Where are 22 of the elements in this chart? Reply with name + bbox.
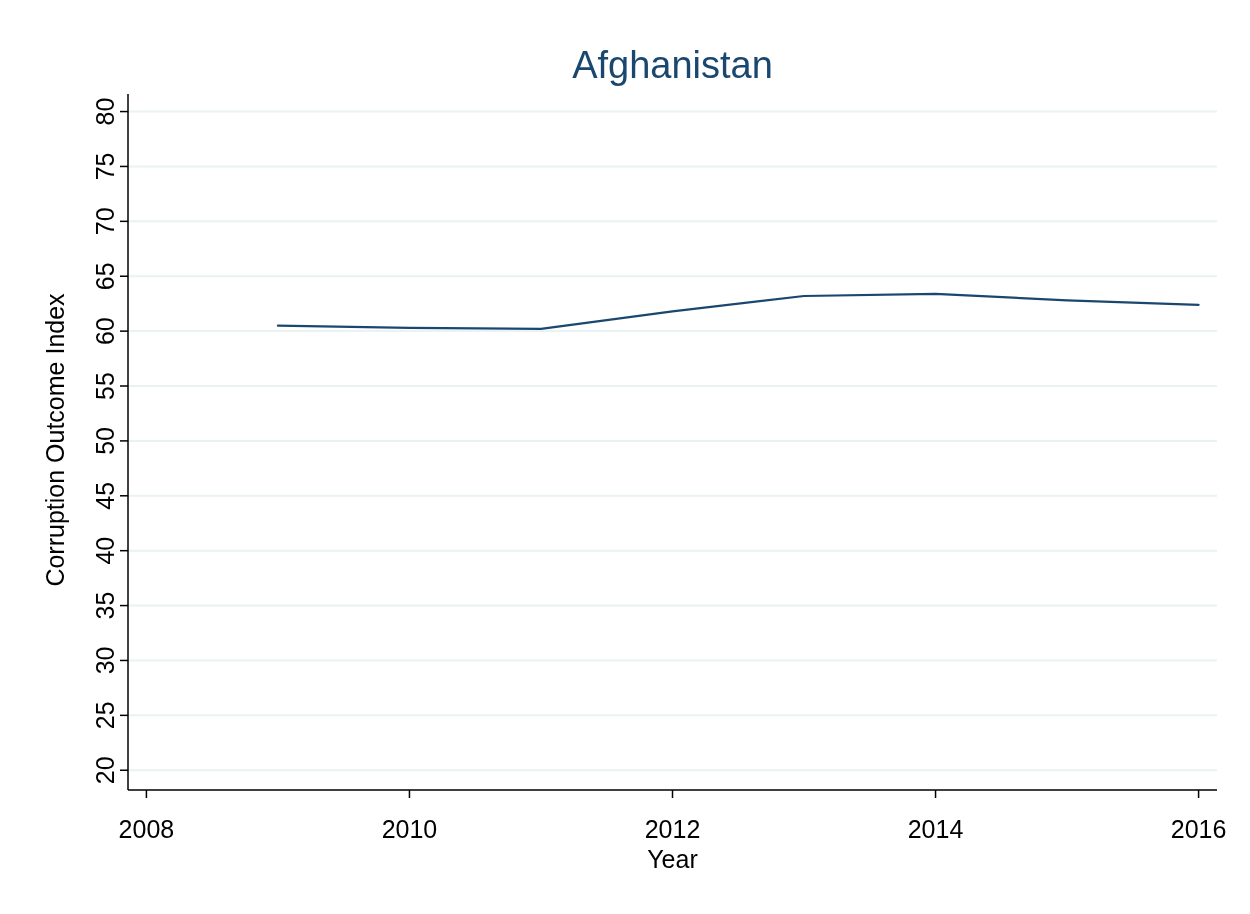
y-tick-label: 35 (91, 591, 119, 620)
y-tick-label: 65 (91, 262, 119, 291)
x-tick-label: 2012 (644, 815, 701, 843)
x-axis-title: Year (647, 845, 698, 873)
y-tick-label: 55 (91, 372, 119, 400)
line-series (276, 292, 1200, 331)
y-tick-label: 50 (91, 427, 119, 455)
y-tick-label: 70 (91, 207, 119, 236)
chart-title: Afghanistan (572, 44, 773, 86)
y-tick-label: 60 (91, 317, 119, 346)
y-axis-title: Corruption Outcome Index (41, 292, 69, 587)
y-tick-label: 20 (91, 756, 119, 785)
y-tick-label: 75 (91, 152, 119, 181)
y-tick-label: 40 (91, 536, 119, 565)
y-tick-label: 25 (91, 701, 119, 730)
y-tick-label: 45 (91, 481, 119, 510)
x-tick-label: 2014 (907, 815, 964, 843)
y-tick-label: 80 (91, 97, 119, 126)
x-tick-label: 2010 (381, 815, 438, 843)
x-tick-label: 2008 (118, 815, 175, 843)
x-tick-label: 2016 (1170, 815, 1227, 843)
y-tick-label: 30 (91, 646, 119, 675)
